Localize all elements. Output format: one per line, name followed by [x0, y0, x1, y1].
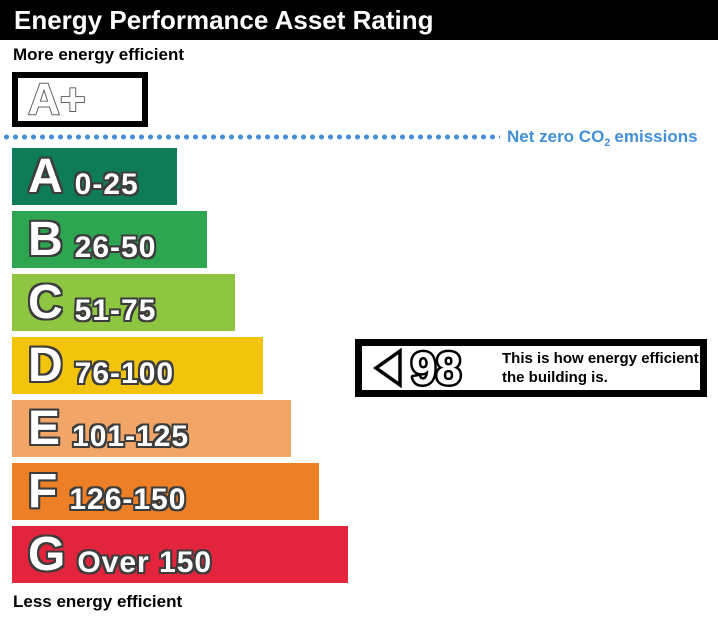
- rating-band: B 26-50: [12, 211, 207, 268]
- rating-value-graphic: 98: [409, 344, 464, 392]
- band-letter: F: [28, 465, 58, 518]
- left-arrow-icon: [372, 348, 402, 388]
- band-range: 101-125: [72, 420, 190, 453]
- net-zero-suffix: emissions: [614, 127, 698, 146]
- more-efficient-label: More energy efficient: [13, 45, 184, 64]
- band-letter: A: [28, 150, 63, 203]
- band-a-plus: A+: [12, 72, 148, 127]
- net-zero-label: Net zero CO2 emissions: [507, 127, 698, 149]
- a-plus-outline-text: A+: [27, 77, 87, 123]
- band-letter: G: [28, 528, 66, 581]
- band-range: Over 150: [77, 546, 213, 579]
- rating-band: D 76-100: [12, 337, 263, 394]
- band-letter: B: [28, 213, 63, 266]
- rating-description: This is how energy efficient the buildin…: [502, 349, 699, 387]
- band-letter: E: [28, 402, 61, 455]
- rating-band: E 101-125: [12, 400, 291, 457]
- band-range: 76-100: [74, 357, 175, 390]
- band-range: 0-25: [74, 168, 139, 201]
- rating-band: F 126-150: [12, 463, 319, 520]
- band-range: 51-75: [74, 294, 157, 327]
- net-zero-subscript: 2: [604, 137, 611, 149]
- current-rating-box: 98 This is how energy efficient the buil…: [355, 339, 707, 397]
- net-zero-dotted-line: [2, 134, 500, 140]
- chart-header: Energy Performance Asset Rating: [0, 0, 718, 40]
- rating-description-line2: the building is.: [502, 369, 608, 386]
- chart-title: Energy Performance Asset Rating: [14, 4, 434, 35]
- band-range: 26-50: [74, 231, 157, 264]
- band-range: 126-150: [69, 483, 187, 516]
- rating-band: A 0-25: [12, 148, 177, 205]
- band-letter: C: [28, 276, 63, 329]
- net-zero-text: Net zero CO: [507, 127, 605, 146]
- band-letter: D: [28, 339, 63, 392]
- rating-band: G Over 150: [12, 526, 348, 583]
- rating-description-line1: This is how energy efficient: [502, 350, 699, 367]
- rating-value: 98: [411, 344, 461, 392]
- a-plus-label: A+: [28, 77, 86, 123]
- rating-band: C 51-75: [12, 274, 235, 331]
- less-efficient-label: Less energy efficient: [13, 592, 183, 611]
